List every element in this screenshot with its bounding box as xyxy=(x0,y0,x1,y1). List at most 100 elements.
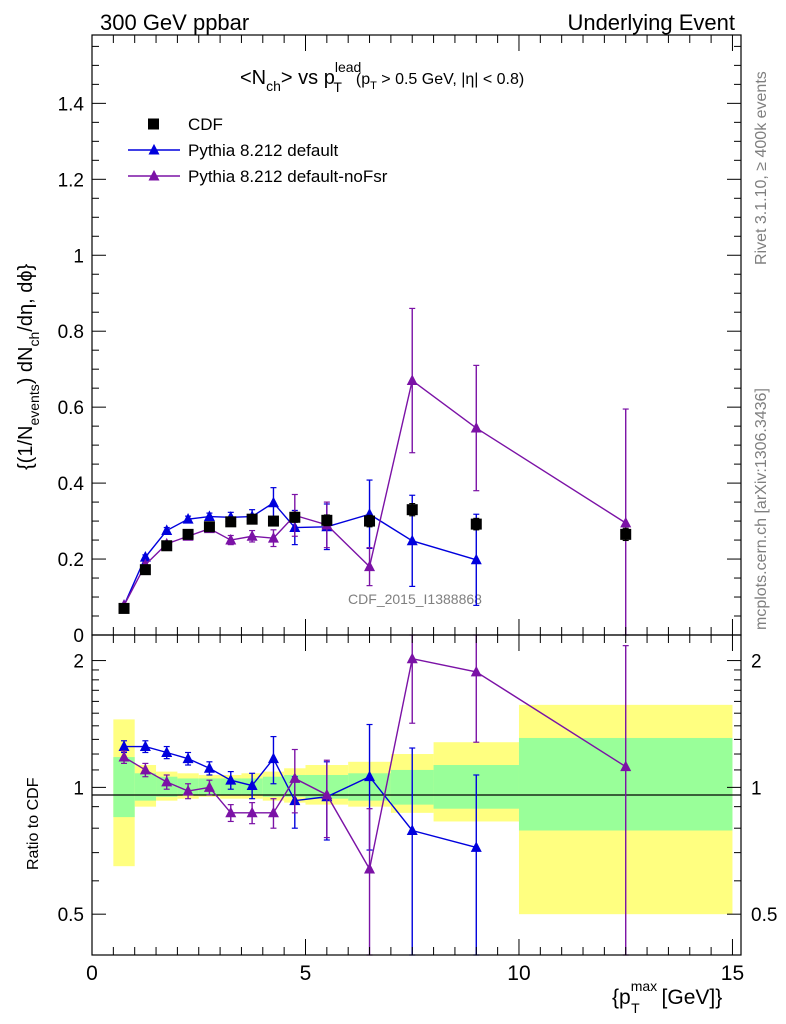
nofsr-point xyxy=(470,421,482,433)
ratio-nofsr-point xyxy=(161,775,173,787)
ratio-axes: 0.5 0.5 1 1 2 2 0 5 10 15 xyxy=(58,635,777,985)
ratio-y-tick-label: 2 xyxy=(73,652,84,673)
y-tick-label: 0.2 xyxy=(58,550,84,571)
ratio-y-tick-label: 0.5 xyxy=(58,905,84,926)
xlabel-b: [GeV]} xyxy=(656,986,723,1009)
title-main: <N xyxy=(240,67,266,89)
x-tick-label: 15 xyxy=(721,962,744,985)
x-axis-label: {pmax T [GeV]} xyxy=(612,978,722,1016)
watermark: CDF_2015_I1388868 xyxy=(348,591,482,607)
nofsr-point xyxy=(620,516,632,528)
y-tick-label: 0.4 xyxy=(58,474,85,495)
nofsr-point xyxy=(406,374,418,386)
ratio-default-point xyxy=(118,740,130,752)
ratio-band-inner xyxy=(134,773,157,801)
ratio-y-tick-label-right: 1 xyxy=(751,778,762,799)
xlabel-sub: T xyxy=(631,1000,640,1016)
ratio-nofsr-point xyxy=(267,806,279,818)
plot-title: <Nch> vs plead T (pT > 0.5 GeV, |η| < 0.8) xyxy=(240,59,524,95)
ratio-nofsr-point xyxy=(620,760,632,772)
ratio-nofsr-point xyxy=(203,781,215,792)
cdf-point xyxy=(406,504,418,516)
ratio-y-tick-label-right: 0.5 xyxy=(751,905,777,926)
header-right: Underlying Event xyxy=(567,10,735,35)
side-text-rivet: Rivet 3.1.10, ≥ 400k events xyxy=(753,71,770,265)
ratio-nofsr-point xyxy=(364,862,376,874)
header-left: 300 GeV ppbar xyxy=(100,10,249,35)
ratio-panel-frame xyxy=(91,634,742,956)
title-vs: > vs p xyxy=(281,67,335,89)
legend-label: Pythia 8.212 default-noFsr xyxy=(188,167,388,186)
cdf-point xyxy=(364,515,376,527)
ratio-nofsr-point xyxy=(321,788,333,800)
x-tick-label: 0 xyxy=(86,962,98,985)
title-sub-ch: ch xyxy=(266,78,281,94)
y-tick-label: 0.6 xyxy=(58,398,84,419)
default-point xyxy=(161,524,173,536)
ratio-y-tick-label: 1 xyxy=(73,778,84,799)
cdf-point xyxy=(321,514,333,526)
default-point xyxy=(182,513,194,524)
top-axes: 0 0.2 0.4 0.6 0.8 1 1.2 1.4 xyxy=(58,35,741,647)
y-tick-label: 1.4 xyxy=(58,94,85,115)
ylabel-b: ) dN xyxy=(15,346,37,384)
side-text-mcplots: mcplots.cern.ch [arXiv:1306.3436] xyxy=(753,388,770,630)
legend-marker-triangle xyxy=(148,143,160,155)
ratio-band-inner xyxy=(262,776,285,797)
x-tick-label: 10 xyxy=(507,962,530,985)
cdf-point xyxy=(139,564,151,576)
ratio-nofsr-point xyxy=(182,784,194,796)
ratio-default-point xyxy=(203,762,215,773)
y-tick-label: 1.2 xyxy=(58,170,84,191)
legend: CDF Pythia 8.212 default Pythia 8.212 defa… xyxy=(128,115,388,186)
ratio-default-point xyxy=(182,752,194,764)
nofsr-point xyxy=(246,530,258,541)
ratio-default-point xyxy=(225,774,237,785)
nofsr-point xyxy=(267,532,279,543)
ratio-nofsr-point xyxy=(225,806,237,818)
cdf-point xyxy=(620,528,632,540)
default-point xyxy=(139,551,151,562)
cdf-point xyxy=(203,521,215,533)
ratio-nofsr-point xyxy=(470,665,482,677)
nofsr-point xyxy=(364,560,376,572)
cdf-point xyxy=(161,540,173,552)
ratio-nofsr-point xyxy=(246,806,258,818)
xlabel-sup: max xyxy=(631,978,657,994)
ratio-default-point xyxy=(161,746,173,757)
cdf-point xyxy=(470,518,482,530)
ratio-default-point xyxy=(267,752,279,764)
nofsr-point xyxy=(225,533,237,545)
ylabel-a-sub: events xyxy=(26,384,42,425)
ylabel-a: {(1/N xyxy=(15,426,37,470)
cdf-point xyxy=(267,515,279,527)
ratio-default-point xyxy=(139,740,151,752)
y-tick-label: 1 xyxy=(73,246,84,267)
ratio-y-tick-label-right: 2 xyxy=(751,652,762,673)
ratio-band-inner xyxy=(113,757,135,818)
title-cuts-open: (p xyxy=(356,71,370,88)
default-point xyxy=(406,534,418,546)
title-sup-lead: lead xyxy=(335,59,361,75)
top-series-layer xyxy=(118,307,632,636)
xlabel-a: {p xyxy=(612,986,631,1009)
default-point xyxy=(470,553,482,565)
ratio-default-point xyxy=(246,779,258,791)
nofsr-line xyxy=(123,379,627,606)
ratio-nofsr-point xyxy=(118,750,130,762)
legend-marker-triangle xyxy=(148,169,160,181)
title-cuts-rest: > 0.5 GeV, |η| < 0.8) xyxy=(377,71,524,88)
ylabel-b-sub: ch xyxy=(26,332,42,347)
default-point xyxy=(203,510,215,521)
legend-label: CDF xyxy=(188,115,223,134)
title-cuts-sub-T: T xyxy=(370,80,377,92)
cdf-point xyxy=(289,511,301,523)
title-sub-T: T xyxy=(333,79,342,95)
cdf-point xyxy=(118,602,130,614)
ratio-default-point xyxy=(364,770,376,782)
y-tick-label: 0.8 xyxy=(58,322,84,343)
ratio-bands-layer xyxy=(113,704,733,915)
x-tick-label: 5 xyxy=(300,962,312,985)
ratio-nofsr-point xyxy=(406,652,418,664)
